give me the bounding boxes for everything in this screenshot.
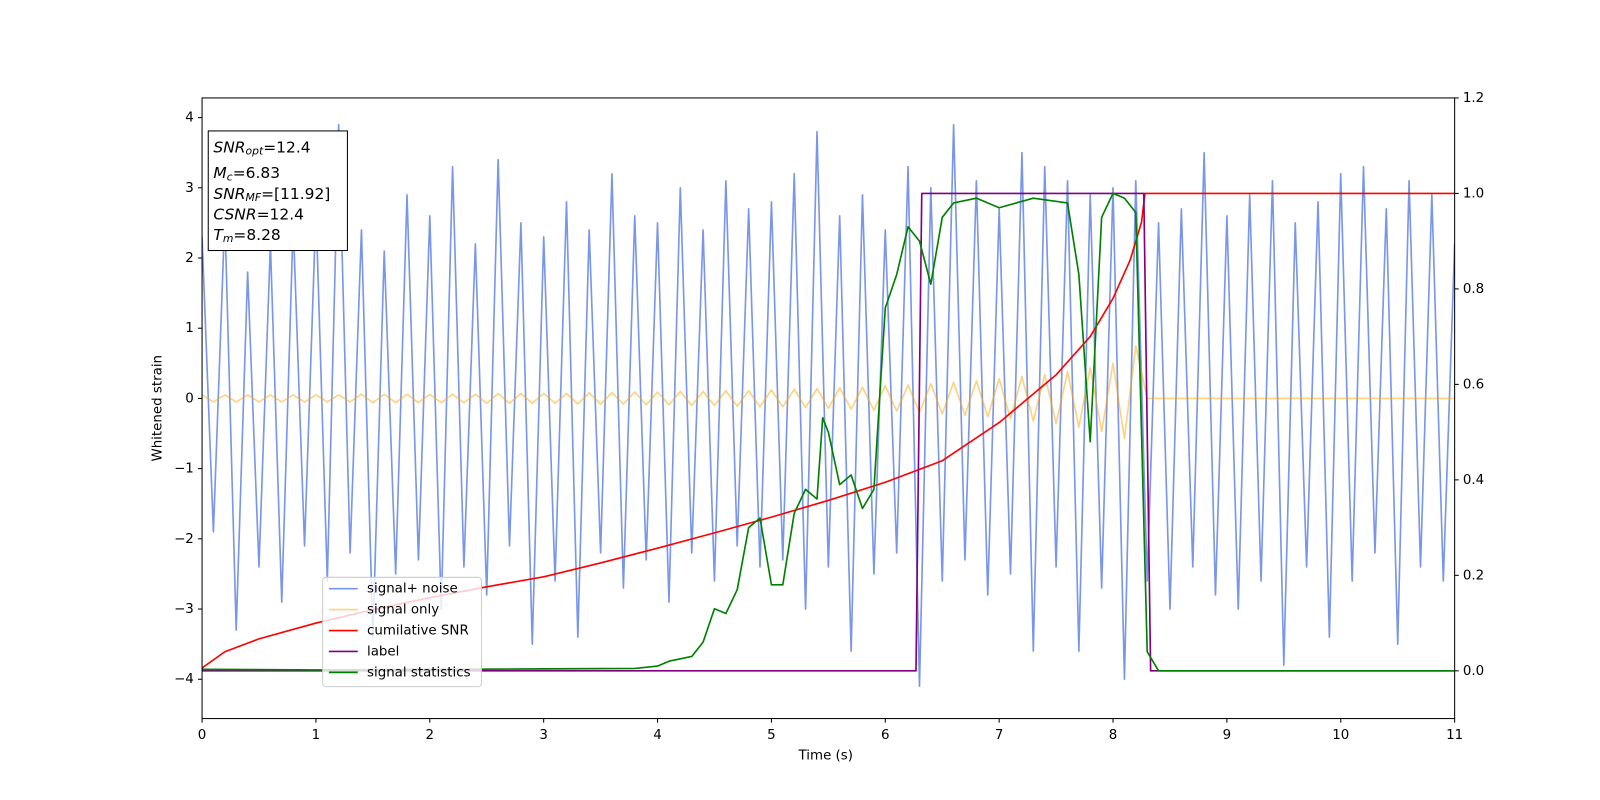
y2-tick-label: 0.2 bbox=[1463, 568, 1484, 583]
y-tick-label: 2 bbox=[185, 251, 194, 266]
legend-box bbox=[322, 576, 482, 688]
y2-tick-label: 0.0 bbox=[1463, 664, 1484, 679]
legend-label: cumilative SNR bbox=[367, 624, 469, 639]
annotation-name: SNR bbox=[213, 184, 245, 202]
annotation-sub: c bbox=[227, 170, 233, 183]
x-tick-label: 2 bbox=[426, 728, 435, 743]
annotation: CSNR=12.4 bbox=[213, 205, 304, 223]
y-tick-label: 0 bbox=[185, 391, 194, 406]
legend-label: signal statistics bbox=[367, 665, 471, 680]
annotation-sub: opt bbox=[246, 145, 264, 158]
annotation-text: =8.28 bbox=[233, 226, 280, 244]
annotation: SNRMF=[11.92] bbox=[213, 184, 330, 204]
y-tick-label: 4 bbox=[185, 111, 194, 126]
y2-tick-label: 0.8 bbox=[1463, 282, 1484, 297]
annotation-text: =12.4 bbox=[263, 138, 310, 156]
y2-tick-label: 0.4 bbox=[1463, 473, 1484, 488]
y2-tick-label: 1.2 bbox=[1463, 91, 1484, 106]
y2-tick-label: 1.0 bbox=[1463, 186, 1484, 201]
annotation: Mc=6.83 bbox=[213, 164, 280, 184]
annotation-name: T bbox=[213, 226, 224, 244]
legend-label: label bbox=[367, 644, 399, 659]
y-tick-label: 3 bbox=[185, 181, 194, 196]
annotation-name: SNR bbox=[213, 138, 245, 156]
annotation-name: M bbox=[213, 164, 226, 182]
annotation-text: =12.4 bbox=[257, 205, 304, 223]
y-tick-label: −4 bbox=[174, 672, 194, 687]
y-tick-label: 1 bbox=[185, 321, 194, 336]
annotation-name: CSNR bbox=[213, 205, 256, 223]
legend-label: signal+ noise bbox=[367, 582, 458, 597]
x-tick-label: 1 bbox=[312, 728, 321, 743]
series-line bbox=[202, 344, 1455, 440]
x-tick-label: 11 bbox=[1446, 728, 1463, 743]
x-tick-label: 9 bbox=[1223, 728, 1232, 743]
x-axis-label: Time (s) bbox=[798, 749, 853, 764]
annotation: Tm=8.28 bbox=[213, 226, 280, 246]
x-tick-label: 4 bbox=[653, 728, 662, 743]
annotation-box bbox=[207, 130, 348, 252]
y-tick-label: −2 bbox=[174, 532, 194, 547]
y-tick-label: −3 bbox=[174, 602, 194, 617]
legend-label: signal only bbox=[367, 603, 439, 618]
y-tick-label: −1 bbox=[174, 462, 194, 477]
series-line bbox=[202, 123, 1455, 688]
x-tick-label: 6 bbox=[881, 728, 890, 743]
annotation-sub: MF bbox=[246, 191, 262, 204]
annotation-text: =6.83 bbox=[233, 164, 280, 182]
annotation-sub: m bbox=[223, 232, 234, 245]
plot-frame bbox=[201, 97, 1456, 720]
series-line bbox=[202, 192, 1455, 672]
x-tick-label: 0 bbox=[198, 728, 207, 743]
x-tick-label: 5 bbox=[767, 728, 776, 743]
y2-tick-label: 0.6 bbox=[1463, 377, 1484, 392]
annotation: SNRopt=12.4 bbox=[213, 138, 310, 158]
x-tick-label: 10 bbox=[1332, 728, 1349, 743]
x-tick-label: 3 bbox=[539, 728, 548, 743]
annotation-text: =[11.92] bbox=[261, 184, 330, 202]
y-axis-label: Whitened strain bbox=[151, 355, 166, 462]
x-tick-label: 8 bbox=[1109, 728, 1118, 743]
x-tick-label: 7 bbox=[995, 728, 1004, 743]
